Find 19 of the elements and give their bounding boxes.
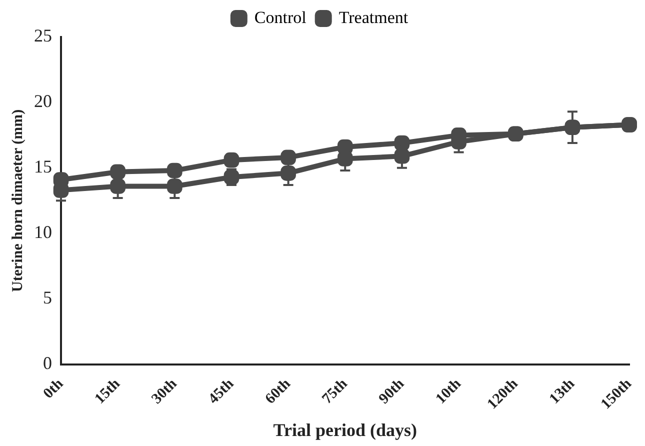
legend-label: Treatment bbox=[338, 8, 408, 27]
y-tick-label: 0 bbox=[43, 353, 52, 374]
y-axis-title: Uterine horn dimaeter (mm) bbox=[10, 109, 26, 292]
x-tick-label: 30th bbox=[148, 375, 181, 408]
legend-label: Control bbox=[254, 8, 307, 27]
y-tick-label: 5 bbox=[43, 288, 52, 308]
x-tick-label: 10th bbox=[433, 375, 465, 408]
x-tick-label: 0th bbox=[40, 375, 68, 402]
x-tick-label: 13th bbox=[546, 375, 578, 408]
y-tick-label: 15 bbox=[34, 156, 52, 177]
x-axis-title: Trial period (days) bbox=[273, 420, 417, 440]
x-tick-label: 75th bbox=[319, 375, 352, 408]
y-tick-label: 25 bbox=[34, 26, 52, 46]
x-tick-label: 60th bbox=[262, 375, 294, 408]
y-tick-label: 10 bbox=[34, 222, 52, 242]
x-tick-label: 90th bbox=[376, 375, 408, 408]
y-tick-label: 20 bbox=[34, 91, 52, 112]
x-tick-label: 15th bbox=[92, 375, 124, 408]
x-tick-label: 45th bbox=[206, 375, 238, 408]
